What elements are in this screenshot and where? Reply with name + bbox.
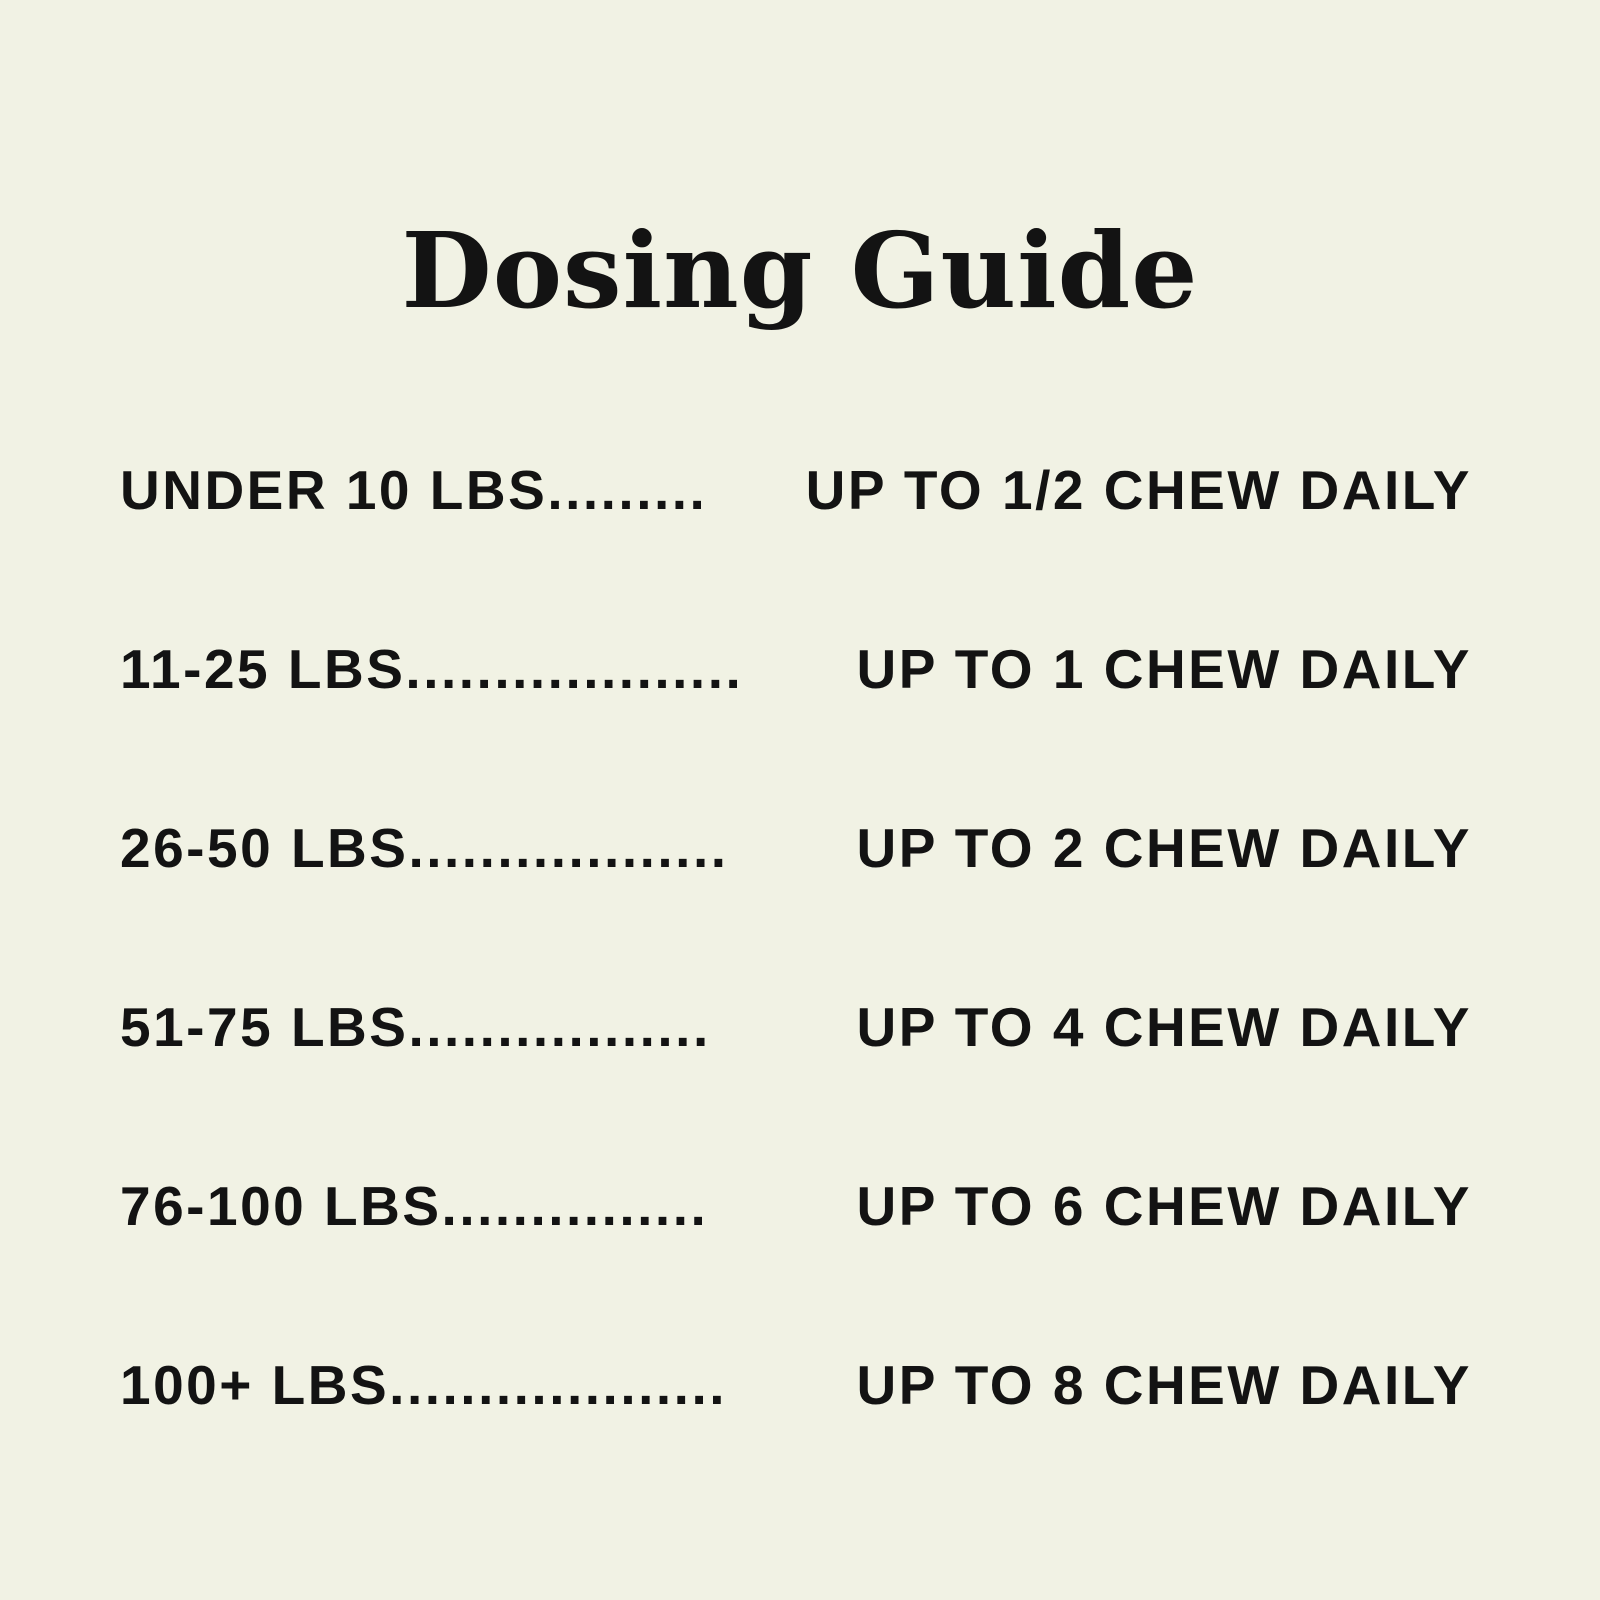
dose-value: UP TO 4 CHEW DAILY xyxy=(856,996,1472,1059)
dose-value: UP TO 2 CHEW DAILY xyxy=(856,817,1472,880)
dosing-list: UNDER 10 LBS ......... UP TO 1/2 CHEW DA… xyxy=(0,325,1600,1413)
dose-value: UP TO 6 CHEW DAILY xyxy=(856,1175,1472,1238)
weight-range: 26-50 LBS xyxy=(120,817,409,880)
dose-value: UP TO 8 CHEW DAILY xyxy=(856,1354,1472,1417)
dosing-row: 51-75 LBS ................. UP TO 4 CHEW… xyxy=(120,1000,1472,1055)
dot-leader: ............... xyxy=(441,1179,709,1235)
dosing-row: 100+ LBS ................... UP TO 8 CHE… xyxy=(120,1358,1472,1413)
dose-value: UP TO 1 CHEW DAILY xyxy=(856,638,1472,701)
weight-range: 100+ LBS xyxy=(120,1354,390,1417)
weight-range: UNDER 10 LBS xyxy=(120,459,548,522)
dosing-row: 26-50 LBS .................. UP TO 2 CHE… xyxy=(120,821,1472,876)
dot-leader: .................. xyxy=(408,821,729,877)
dot-leader: ................... xyxy=(389,1358,728,1414)
dosing-row: UNDER 10 LBS ......... UP TO 1/2 CHEW DA… xyxy=(120,463,1472,518)
dot-leader: ......... xyxy=(547,463,708,519)
dose-value: UP TO 1/2 CHEW DAILY xyxy=(805,459,1472,522)
weight-range: 76-100 LBS xyxy=(120,1175,442,1238)
page-title: Dosing Guide xyxy=(401,209,1199,332)
dosing-row: 76-100 LBS ............... UP TO 6 CHEW … xyxy=(120,1179,1472,1234)
dosing-row: 11-25 LBS ................... UP TO 1 CH… xyxy=(120,642,1472,697)
dot-leader: ................... xyxy=(405,642,744,698)
weight-range: 11-25 LBS xyxy=(120,638,406,701)
dot-leader: ................. xyxy=(408,1000,711,1056)
weight-range: 51-75 LBS xyxy=(120,996,409,1059)
